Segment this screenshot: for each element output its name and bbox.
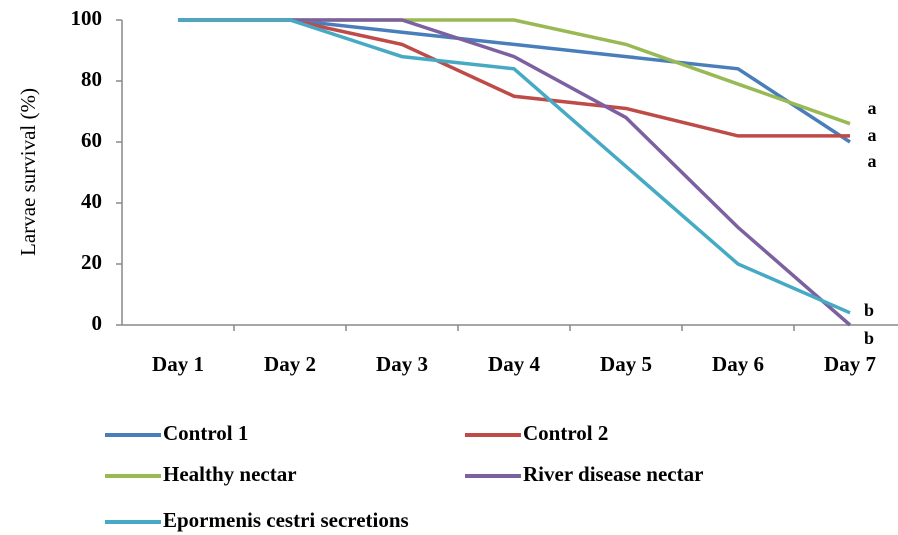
y-tick-label: 40 xyxy=(81,189,102,213)
annotation: b xyxy=(864,328,874,348)
y-tick-label: 80 xyxy=(81,67,102,91)
annotation: a xyxy=(868,125,877,145)
x-tick-label: Day 5 xyxy=(600,352,652,376)
legend-label: Epormenis cestri secretions xyxy=(163,508,409,532)
y-tick-label: 20 xyxy=(81,250,102,274)
y-axis-label: Larvae survival (%) xyxy=(16,88,40,256)
x-tick-label: Day 3 xyxy=(376,352,428,376)
legend-label: Control 1 xyxy=(163,421,248,445)
x-tick-label: Day 4 xyxy=(488,352,540,376)
y-tick-label: 100 xyxy=(71,6,103,30)
legend-label: Healthy nectar xyxy=(163,462,297,486)
annotation: a xyxy=(868,151,877,171)
x-tick-label: Day 2 xyxy=(264,352,316,376)
y-tick-label: 0 xyxy=(92,311,103,335)
y-tick-label: 60 xyxy=(81,128,102,152)
legend-label: River disease nectar xyxy=(523,462,703,486)
series-line xyxy=(178,18,851,144)
x-tick-label: Day 7 xyxy=(824,352,876,376)
x-tick-label: Day 1 xyxy=(152,352,204,376)
annotation: b xyxy=(864,300,874,320)
legend-label: Control 2 xyxy=(523,421,608,445)
x-tick-label: Day 6 xyxy=(712,352,764,376)
series-line xyxy=(178,18,851,126)
series-line xyxy=(178,18,852,327)
series-line xyxy=(178,18,851,315)
annotation: a xyxy=(868,98,877,118)
